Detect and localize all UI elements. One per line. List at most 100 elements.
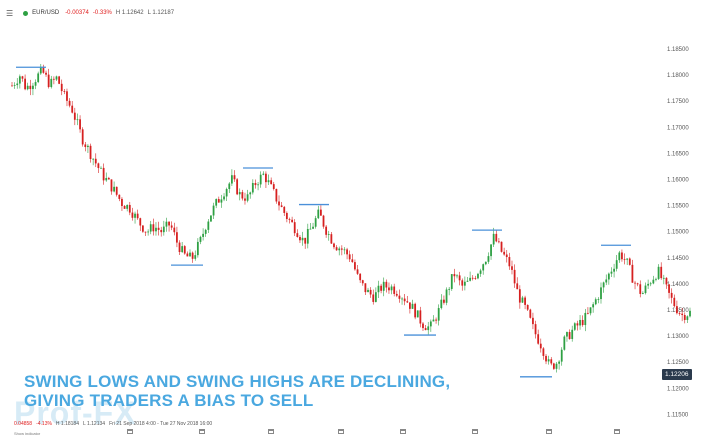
candle <box>393 283 396 297</box>
candle <box>500 241 503 253</box>
candle <box>246 189 249 203</box>
candle <box>678 311 681 316</box>
calendar-icon[interactable] <box>400 429 406 434</box>
chart-header: ☰ EUR/USD -0.00374 -0.33% H 1.12642 L 1.… <box>0 0 701 26</box>
candle <box>47 68 50 89</box>
candle <box>474 275 477 280</box>
candle <box>443 295 445 305</box>
symbol-label[interactable]: EUR/USD <box>32 10 60 16</box>
candle <box>230 169 233 186</box>
candle <box>29 79 32 96</box>
candle <box>361 279 364 286</box>
candle <box>568 329 571 340</box>
candle <box>589 307 592 316</box>
calendar-icon[interactable] <box>199 429 205 434</box>
indicator-label[interactable]: Show indicator <box>14 431 41 436</box>
candle <box>354 259 356 271</box>
candle <box>524 295 526 310</box>
calendar-icon[interactable] <box>546 429 552 434</box>
candle <box>416 310 419 318</box>
candle <box>605 274 608 286</box>
candle <box>131 207 134 221</box>
candle <box>254 179 257 189</box>
candle <box>299 235 301 243</box>
candle <box>408 302 411 314</box>
candle <box>309 223 312 230</box>
candle <box>210 215 212 222</box>
candle <box>26 82 29 91</box>
hamburger-icon[interactable]: ☰ <box>6 8 14 18</box>
candle <box>241 189 244 201</box>
y-tick-label: 1.16000 <box>667 178 689 184</box>
candle <box>429 319 432 332</box>
y-tick-label: 1.14000 <box>667 282 689 288</box>
y-tick-label: 1.12500 <box>667 360 689 366</box>
candle <box>487 252 490 264</box>
candle <box>325 225 328 238</box>
candle <box>37 71 40 84</box>
candle <box>587 307 589 315</box>
candle <box>505 250 508 263</box>
candle <box>168 221 170 232</box>
candle <box>162 220 165 236</box>
candle <box>34 79 37 90</box>
y-axis-ticks: 1.18500 1.18000 1.17500 1.17000 1.16500 1.160… <box>667 47 689 418</box>
candle <box>469 271 472 282</box>
candle <box>170 221 173 231</box>
candle <box>314 215 317 229</box>
candle <box>105 172 108 182</box>
candle <box>670 288 673 304</box>
candle <box>81 127 84 147</box>
candle <box>385 279 388 293</box>
candle <box>291 216 294 223</box>
candle <box>615 254 618 272</box>
status-high: H 1.18184 <box>55 421 79 427</box>
y-tick-label: 1.12000 <box>667 386 689 392</box>
calendar-icon[interactable] <box>614 429 620 434</box>
low-value: L 1.12187 <box>147 10 175 16</box>
candle <box>511 260 513 275</box>
y-tick-label: 1.13500 <box>667 308 689 314</box>
candle <box>32 82 34 96</box>
last-price-tag: 1.12206 <box>662 369 692 380</box>
calendar-icon[interactable] <box>268 429 274 434</box>
candle <box>73 107 76 126</box>
candle <box>463 276 466 291</box>
candle <box>526 304 529 311</box>
candle <box>676 300 678 315</box>
change-value: -0.00374 <box>65 10 89 16</box>
candle <box>484 261 487 266</box>
candle <box>571 325 574 342</box>
candle <box>24 74 26 91</box>
candle <box>581 315 584 327</box>
calendar-icon[interactable] <box>127 429 133 434</box>
candle <box>377 280 380 299</box>
candle <box>68 98 71 108</box>
candle <box>440 294 443 310</box>
candle <box>215 198 218 209</box>
candle <box>584 308 587 332</box>
candle <box>435 317 437 324</box>
calendar-icon[interactable] <box>338 429 344 434</box>
candle <box>662 274 665 285</box>
candle <box>301 231 304 246</box>
candle <box>202 228 204 241</box>
candle <box>542 347 545 360</box>
candle <box>545 353 547 365</box>
candle <box>419 306 422 328</box>
candle <box>348 250 351 263</box>
candle <box>537 329 540 345</box>
candle <box>482 263 485 275</box>
candle <box>516 277 519 290</box>
candle <box>668 284 670 299</box>
candle <box>547 355 550 365</box>
calendar-icon[interactable] <box>472 429 478 434</box>
candle <box>403 294 406 306</box>
candle <box>563 335 566 351</box>
candle <box>223 193 225 202</box>
y-tick-label: 1.18500 <box>667 47 689 53</box>
candle <box>610 267 613 278</box>
candle <box>343 247 346 255</box>
candle <box>681 308 684 322</box>
